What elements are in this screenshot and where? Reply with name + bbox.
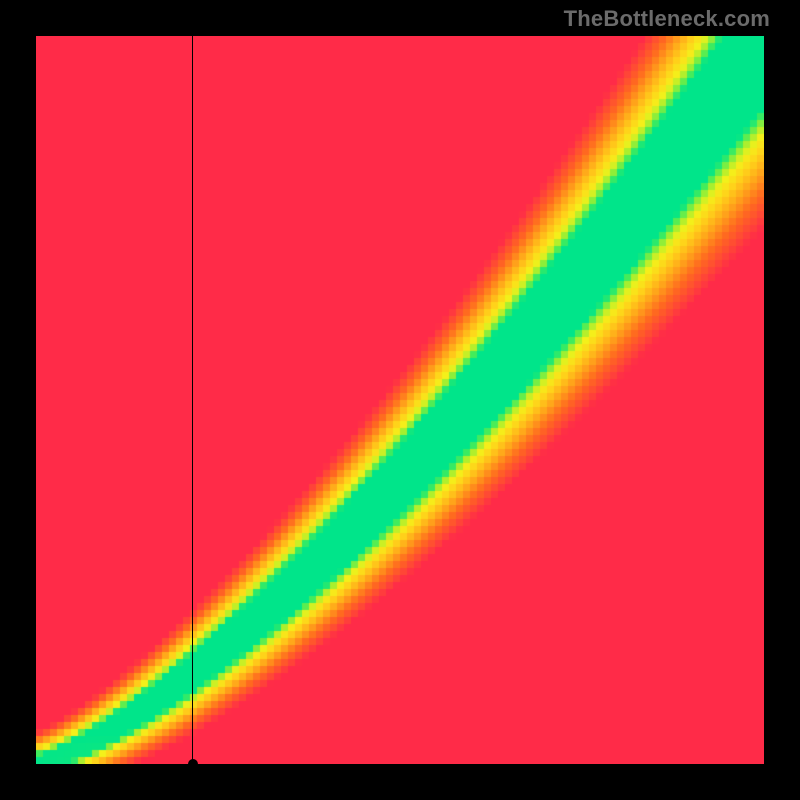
selection-guideline: [192, 36, 193, 764]
watermark-label: TheBottleneck.com: [564, 6, 770, 32]
selection-marker-dot: [188, 759, 198, 769]
figure-container: { "figure": { "width": 800, "height": 80…: [0, 0, 800, 800]
bottleneck-heatmap: [36, 36, 764, 764]
